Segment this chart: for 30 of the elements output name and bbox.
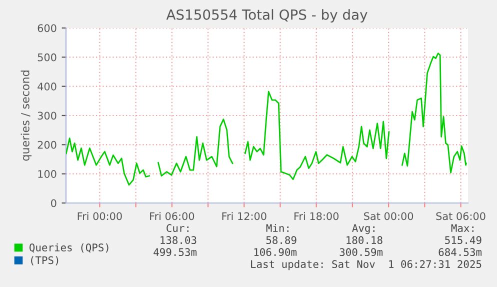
- y-tick-label: 300: [38, 112, 56, 120]
- text: Last update: Sat Nov 1 06:27:31 2025: [251, 260, 482, 270]
- y-tick-label: 100: [38, 170, 56, 178]
- text: Cur:: [166, 224, 188, 232]
- text: 58.89: [266, 236, 296, 244]
- x-tick-label: Fri 12:00: [222, 212, 266, 220]
- y-tick-label: 500: [38, 53, 56, 62]
- y-tick-label: 0: [51, 199, 56, 208]
- text: Max:: [451, 224, 474, 232]
- y-tick-label: 200: [38, 140, 56, 149]
- text: 138.03: [160, 236, 196, 244]
- x-tick-label: Fri 00:00: [78, 212, 122, 220]
- text: 515.49: [445, 236, 482, 244]
- chart-title: AS150554 Total QPS - by day: [166, 9, 368, 23]
- text: 300.59m: [340, 248, 383, 256]
- x-tick-label: Fri 18:00: [294, 212, 339, 220]
- legend-label: Queries (QPS): [30, 243, 108, 253]
- text: 180.18: [346, 236, 382, 244]
- legend-label: (TPS): [31, 256, 58, 266]
- text: 106.90m: [254, 248, 297, 256]
- x-tick-label: Sat 06:00: [436, 212, 486, 220]
- y-tick-label: 600: [38, 24, 56, 32]
- y-axis-title: queries / second: [20, 70, 32, 161]
- x-tick-label: Fri 06:00: [150, 212, 194, 220]
- text: Min:: [266, 224, 288, 232]
- text: Avg:: [352, 224, 374, 234]
- y-tick-label: 400: [38, 82, 56, 90]
- text: 499.53m: [154, 248, 197, 256]
- text: 684.53m: [438, 248, 482, 256]
- x-tick-label: Sat 00:00: [364, 212, 414, 220]
